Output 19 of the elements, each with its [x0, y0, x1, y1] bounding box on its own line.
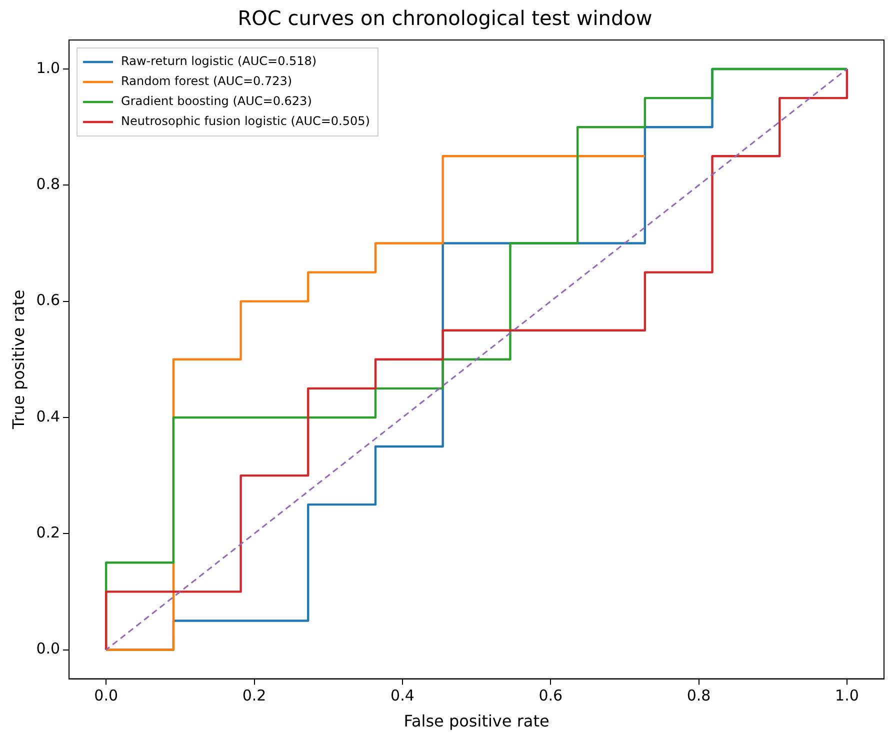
legend-label: Gradient boosting (AUC=0.623)	[121, 94, 312, 108]
y-tick-label: 1.0	[36, 58, 60, 77]
x-tick-label: 0.2	[242, 686, 266, 705]
y-tick-label: 0.2	[36, 524, 60, 542]
x-tick-label: 0.0	[94, 686, 118, 705]
legend-label: Neutrosophic fusion logistic (AUC=0.505)	[121, 114, 370, 128]
legend-label: Raw-return logistic (AUC=0.518)	[121, 54, 317, 68]
x-tick-label: 0.6	[538, 686, 563, 705]
y-tick-label: 0.4	[36, 407, 60, 426]
y-tick-label: 0.6	[36, 291, 60, 310]
x-tick-label: 0.4	[390, 686, 414, 705]
chart-title: ROC curves on chronological test window	[238, 6, 652, 30]
y-tick-label: 0.8	[36, 175, 60, 194]
x-tick-label: 0.8	[686, 686, 711, 705]
legend-label: Random forest (AUC=0.723)	[121, 74, 292, 88]
x-axis-title: False positive rate	[404, 712, 550, 731]
y-tick-label: 0.0	[36, 640, 60, 658]
y-axis-title: True positive rate	[8, 290, 28, 430]
x-tick-label: 1.0	[835, 686, 859, 705]
